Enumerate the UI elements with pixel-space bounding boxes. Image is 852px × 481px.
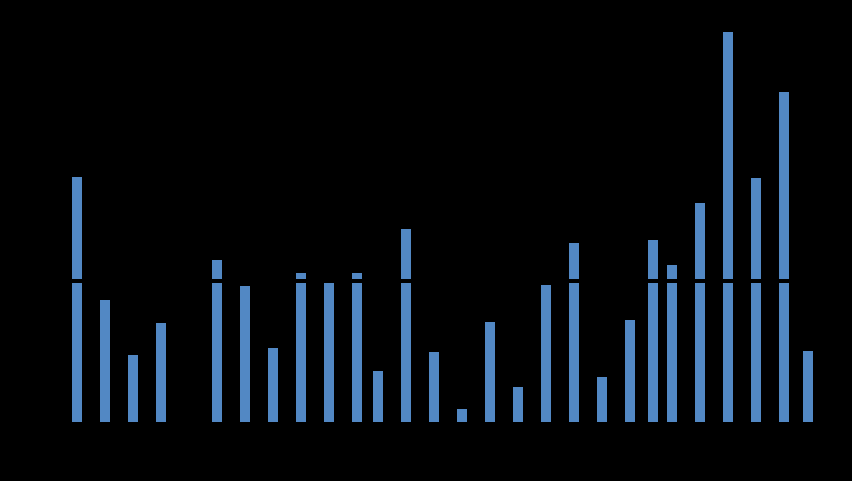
bar [597,377,607,422]
bar [373,371,383,422]
bar [324,283,334,422]
bar [240,286,250,422]
reference-line-dash [718,279,736,283]
bar [695,203,705,422]
bar [268,348,278,422]
reference-line-dash [643,279,661,283]
bar [72,177,82,422]
reference-line-dash [291,279,309,283]
bar [779,92,789,422]
bar [352,273,362,422]
bar [803,351,813,422]
reference-line-dash [774,279,792,283]
bar [296,273,306,422]
bar [212,260,222,422]
reference-line-dash [746,279,764,283]
bar [513,387,523,422]
reference-line-dash [207,279,225,283]
reference-line-dash [68,279,86,283]
bar [569,243,579,422]
reference-line-dash [662,279,680,283]
reference-line-dash [536,279,554,283]
bar [667,265,677,422]
reference-line-dash [564,279,582,283]
bar [648,240,658,422]
bar [625,320,635,422]
bar [457,409,467,422]
reference-line-dash [396,279,414,283]
bar [401,229,411,422]
reference-line-dash [347,279,365,283]
bar [156,323,166,422]
bar [751,178,761,422]
reference-line-dash [690,279,708,283]
bar [723,32,733,422]
bar [128,355,138,422]
bar [485,322,495,422]
bar [541,285,551,422]
bar [100,300,110,422]
bar [429,352,439,422]
